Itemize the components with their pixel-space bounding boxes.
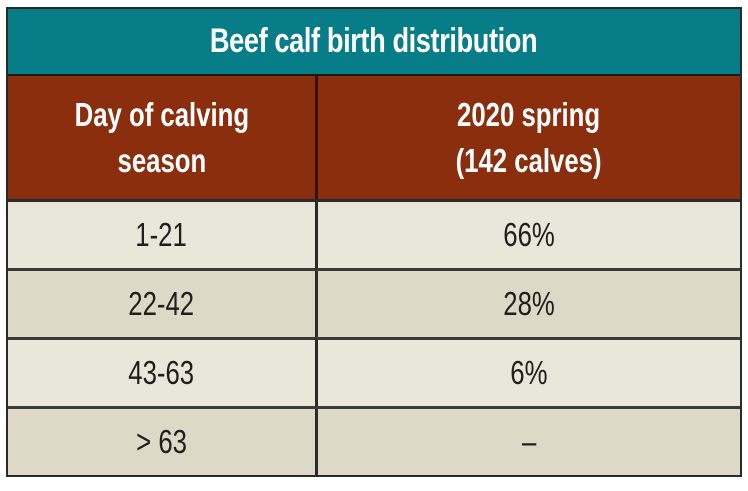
value-text: 28% bbox=[503, 285, 555, 322]
header-day-of-calving-season: Day of calving season bbox=[8, 76, 318, 199]
day-cell: 22-42 bbox=[8, 271, 318, 337]
table-row: 1-21 66% bbox=[8, 202, 740, 271]
day-text: 22-42 bbox=[128, 285, 195, 322]
table-row: > 63 – bbox=[8, 409, 740, 475]
day-cell: > 63 bbox=[8, 409, 318, 475]
table-row: 22-42 28% bbox=[8, 271, 740, 340]
table-row: 43-63 6% bbox=[8, 340, 740, 409]
value-text: 66% bbox=[503, 216, 555, 253]
value-cell: 6% bbox=[318, 340, 740, 406]
table-title-text: Beef calf birth distribution bbox=[210, 22, 538, 60]
day-text: 43-63 bbox=[128, 354, 195, 391]
value-text: 6% bbox=[510, 354, 548, 391]
header-spring-text: 2020 spring (142 calves) bbox=[456, 92, 602, 184]
header-spring-line1: 2020 spring bbox=[457, 95, 601, 133]
header-2020-spring: 2020 spring (142 calves) bbox=[318, 76, 740, 199]
value-cell: – bbox=[318, 409, 740, 475]
value-cell: 28% bbox=[318, 271, 740, 337]
table-title: Beef calf birth distribution bbox=[8, 9, 740, 76]
day-cell: 43-63 bbox=[8, 340, 318, 406]
birth-distribution-table: Beef calf birth distribution Day of calv… bbox=[6, 7, 742, 477]
value-text: – bbox=[521, 423, 537, 460]
header-day-line1: Day of calving bbox=[74, 95, 249, 133]
header-day-line2: season bbox=[117, 141, 206, 179]
header-day-text: Day of calving season bbox=[74, 92, 249, 184]
value-cell: 66% bbox=[318, 202, 740, 268]
header-spring-line2: (142 calves) bbox=[456, 141, 602, 179]
header-row: Day of calving season 2020 spring (142 cal… bbox=[8, 76, 740, 202]
day-text: 1-21 bbox=[135, 216, 188, 253]
day-cell: 1-21 bbox=[8, 202, 318, 268]
day-text: > 63 bbox=[136, 423, 187, 460]
